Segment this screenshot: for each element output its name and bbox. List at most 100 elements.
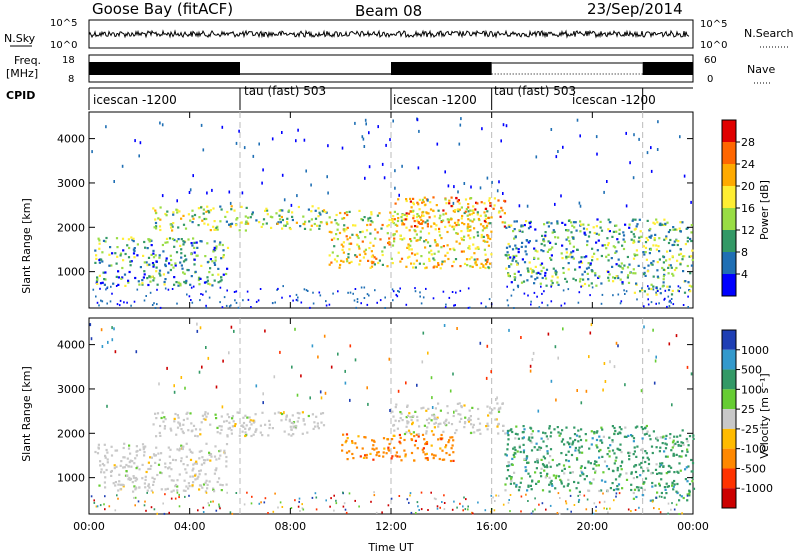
velocity-cell [162,502,164,505]
power-cell [486,260,489,264]
velocity-cell [618,431,621,434]
velocity-cell [507,438,510,441]
velocity-cell [615,488,618,491]
velocity-cell [197,509,199,512]
power-cell [615,263,618,266]
power-cell [186,268,189,272]
velocity-cell [652,328,654,332]
power-cell [126,244,129,247]
velocity-cell [191,451,194,454]
power-cell [616,238,619,241]
power-cell [190,299,192,301]
velocity-cell [214,445,217,448]
power-cell [122,259,125,262]
power-cell [554,236,557,239]
power-cell [516,263,519,266]
velocity-cell [556,464,559,467]
velocity-cell [116,494,118,497]
power-cell [468,258,471,261]
cpid-segment-label: icescan -1200 [93,93,177,107]
power-cell [201,219,204,222]
velocity-cell [684,468,687,471]
power-cell [200,123,203,127]
velocity-cell [649,438,652,441]
velocity-cell [129,452,132,455]
velocity-cell [170,497,173,500]
power-cell [529,222,532,225]
power-cell [103,278,106,281]
power-cell [230,205,233,208]
velocity-cell [174,483,178,487]
velocity-cell [600,479,604,482]
velocity-cell [534,471,537,474]
power-cell [486,258,489,261]
power-cell [662,281,665,284]
velocity-cell [604,480,607,483]
velocity-cell [553,428,556,431]
power-cell [451,265,454,268]
power-cell [657,120,659,124]
power-cell [278,214,281,217]
power-cell [650,234,653,237]
velocity-cell [232,420,235,423]
power-cell [520,281,524,284]
velocity-cell [625,435,628,438]
velocity-cell [613,452,616,455]
velocity-cell [575,457,579,460]
velocity-cell [428,417,431,420]
power-cell [325,211,328,214]
power-cell [614,224,617,227]
power-cell [650,261,653,265]
colorbar-tick-label: 25 [741,403,755,416]
colorbar-tick-label: 8 [741,246,748,259]
power-cell [213,279,216,282]
velocity-cell [404,455,407,458]
power-cell [193,213,197,217]
velocity-cell [550,479,553,482]
power-cell [377,125,379,129]
power-cell [601,244,604,247]
power-cell [143,240,146,244]
power-cell [330,231,333,234]
velocity-cell [664,488,667,491]
power-cell [111,292,113,295]
velocity-cell [611,425,614,428]
power-cell [336,238,339,241]
velocity-cell [651,451,654,455]
velocity-cell [507,434,510,437]
power-cell [625,131,627,135]
power-cell [597,239,600,242]
velocity-cell [437,402,440,405]
velocity-cell [577,429,580,432]
velocity-cell [425,452,428,455]
velocity-cell [285,414,288,417]
velocity-cell [181,430,184,433]
power-cell [138,283,141,286]
power-cell [579,220,582,223]
power-cell [246,290,249,293]
power-cell [429,201,432,204]
velocity-cell [146,489,149,492]
power-cell [365,122,367,126]
power-cell [318,224,321,227]
power-cell [689,272,692,275]
power-cell [309,228,312,231]
velocity-cell [404,453,407,456]
velocity-cell [656,439,659,442]
power-cell [667,288,671,292]
velocity-cell [603,460,607,463]
power-cell [244,222,247,225]
power-cell [270,226,273,229]
velocity-cell [135,476,138,480]
velocity-cell [619,443,622,446]
power-cell [319,221,322,224]
power-cell [606,180,608,183]
velocity-cell [580,465,583,468]
velocity-cell [531,436,534,439]
power-cell [364,176,366,180]
range-tick-label: 2000 [57,427,85,440]
velocity-cell [103,464,106,467]
power-cell [148,263,151,266]
power-cell [389,211,392,214]
power-cell [205,210,208,213]
